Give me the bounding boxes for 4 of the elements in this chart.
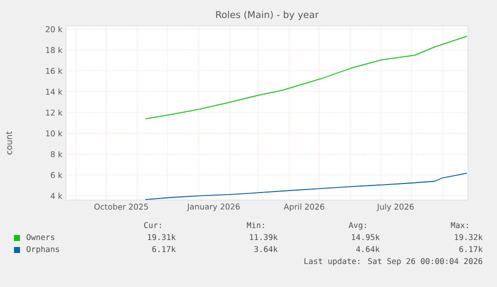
line-series bbox=[144, 36, 468, 120]
y-axis-title: count bbox=[6, 131, 12, 154]
line-series bbox=[144, 172, 468, 200]
chart-title: Roles (Main) - by year bbox=[216, 10, 319, 20]
